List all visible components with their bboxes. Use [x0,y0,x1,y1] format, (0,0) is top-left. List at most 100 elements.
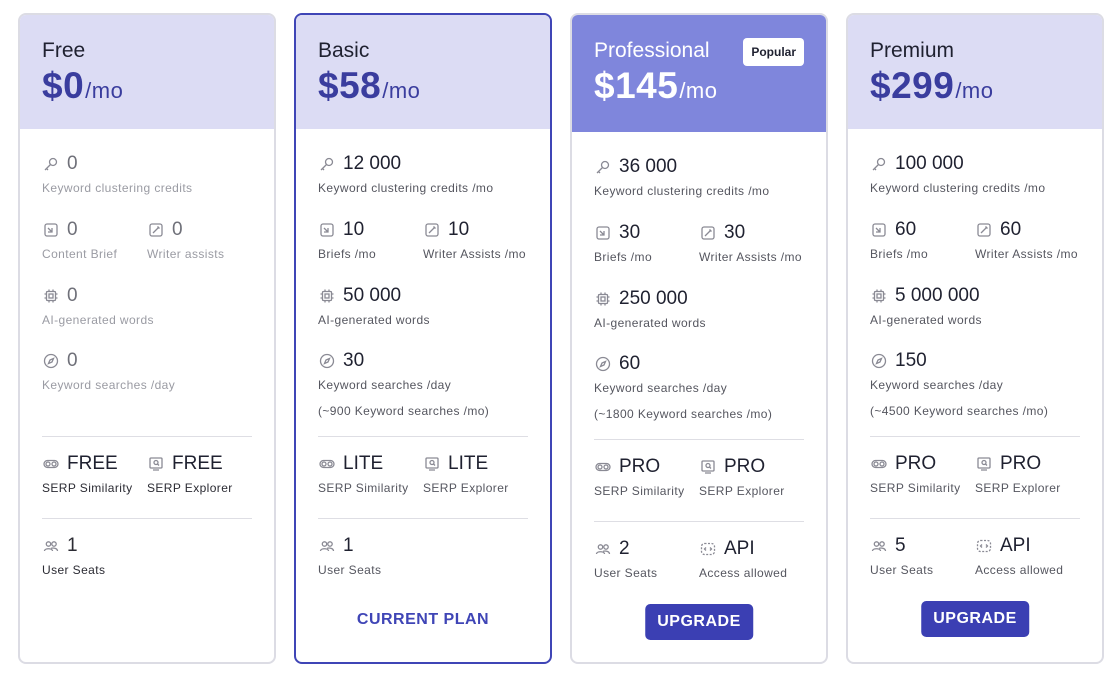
brief-icon [594,225,611,242]
divider [42,436,252,437]
plan-name: Premium [870,39,955,62]
plan-card-professional: Professional Popular $145/mo 36 000 Keyw… [570,13,828,664]
feature-label: AI-generated words [42,313,154,327]
feature-value: API [724,538,755,559]
feature-value: PRO [1000,453,1042,474]
chip-icon [870,288,887,305]
feature-label: Briefs /mo [318,247,377,261]
plan-header: Premium $299/mo [848,15,1102,129]
users-icon [870,538,887,555]
feature-value: 1 [67,535,78,556]
feature-value: FREE [172,453,223,474]
price-amount: $0 [42,65,85,106]
feature-serp-explorer: FREE SERP Explorer [147,452,233,495]
compass-icon [870,353,887,370]
divider [870,518,1080,519]
key-icon [42,156,59,173]
price-period: /mo [679,78,718,103]
feature-label: Access allowed [699,566,788,580]
feature-value: 36 000 [619,156,678,177]
plan-price: $58/mo [318,65,420,107]
plan-price: $0/mo [42,65,123,107]
feature-label: Briefs /mo [594,250,653,264]
price-period: /mo [85,78,124,103]
feature-label: SERP Explorer [699,484,785,498]
feature-value: PRO [724,456,766,477]
feature-value: LITE [343,453,384,474]
key-icon [870,156,887,173]
feature-label: SERP Explorer [147,481,233,495]
plan-header: Free $0/mo [20,15,274,129]
feature-value: 30 [619,222,641,243]
plan-name: Professional [594,39,710,62]
plan-price: $299/mo [870,65,994,107]
users-icon [318,538,335,555]
feature-label: Writer assists [147,247,225,261]
edit-icon [423,222,440,239]
brief-icon [42,222,59,239]
api-icon [975,538,992,555]
feature-value: 0 [67,153,78,174]
feature-value: 150 [895,350,927,371]
feature-seats: 1 User Seats [318,534,381,577]
api-icon [699,541,716,558]
feature-searches: 30 Keyword searches /day (~900 Keyword s… [318,349,489,418]
feature-serp-similarity: PRO SERP Similarity [870,452,960,495]
feature-value: 10 [343,219,365,240]
feature-value: 250 000 [619,288,688,309]
feature-words: 0 AI-generated words [42,284,154,327]
key-icon [594,159,611,176]
chip-icon [42,288,59,305]
users-icon [594,541,611,558]
feature-words: 50 000 AI-generated words [318,284,430,327]
feature-value: 60 [619,353,641,374]
feature-briefs: 0 Content Brief [42,218,117,261]
feature-label: AI-generated words [318,313,430,327]
feature-label: SERP Explorer [975,481,1061,495]
feature-briefs: 60 Briefs /mo [870,218,928,261]
feature-briefs: 10 Briefs /mo [318,218,376,261]
edit-icon [975,222,992,239]
feature-label: Keyword clustering credits /mo [870,181,1046,195]
search-window-icon [147,456,164,473]
feature-value: 0 [172,219,183,240]
feature-label: Keyword searches /day [594,381,728,395]
feature-clustering: 12 000 Keyword clustering credits /mo [318,152,493,195]
feature-value: LITE [448,453,489,474]
users-icon [42,538,59,555]
upgrade-button[interactable]: UPGRADE [645,604,753,640]
divider [318,436,528,437]
feature-serp-similarity: FREE SERP Similarity [42,452,132,495]
feature-value: 50 000 [343,285,402,306]
price-amount: $58 [318,65,382,106]
price-period: /mo [955,78,994,103]
divider [870,436,1080,437]
feature-label: Keyword clustering credits [42,181,193,195]
chip-icon [594,291,611,308]
feature-label: SERP Similarity [594,484,685,498]
feature-value: 100 000 [895,153,964,174]
feature-serp-explorer: PRO SERP Explorer [699,455,785,498]
brief-icon [318,222,335,239]
feature-searches: 60 Keyword searches /day (~1800 Keyword … [594,352,772,421]
feature-value: 5 000 000 [895,285,980,306]
feature-assists: 0 Writer assists [147,218,224,261]
feature-value: 0 [67,219,78,240]
feature-label: User Seats [594,566,658,580]
feature-clustering: 100 000 Keyword clustering credits /mo [870,152,1045,195]
feature-seats: 5 User Seats [870,534,933,577]
plan-name: Free [42,39,86,62]
feature-value: 60 [895,219,917,240]
feature-label: SERP Explorer [423,481,509,495]
price-amount: $299 [870,65,955,106]
toggle-icon [594,459,611,476]
feature-seats: 2 User Seats [594,537,657,580]
feature-searches: 150 Keyword searches /day (~4500 Keyword… [870,349,1048,418]
feature-label: SERP Similarity [42,481,133,495]
feature-label: User Seats [42,563,106,577]
feature-searches: 0 Keyword searches /day [42,349,175,392]
price-period: /mo [382,78,421,103]
search-window-icon [975,456,992,473]
upgrade-button[interactable]: UPGRADE [921,601,1029,637]
edit-icon [147,222,164,239]
